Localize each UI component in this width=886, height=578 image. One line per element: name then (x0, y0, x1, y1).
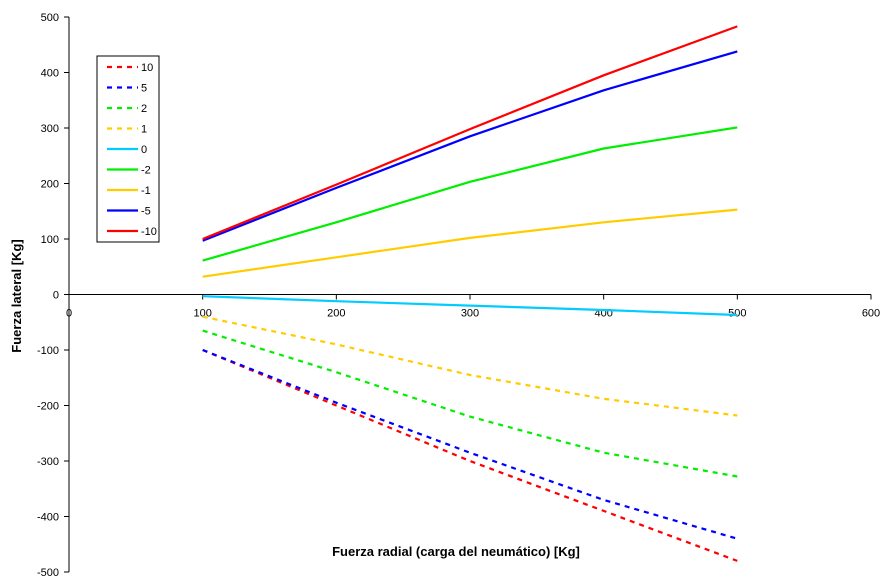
legend-label: -10 (141, 226, 157, 238)
legend-label: 1 (141, 124, 147, 136)
series-line--2 (202, 126, 738, 262)
series-line-0 (202, 295, 738, 317)
series-line-5 (202, 348, 738, 540)
series-line--1 (202, 208, 738, 278)
x-tick-label: 500 (728, 308, 746, 320)
y-tick-label: 500 (41, 12, 59, 24)
y-tick-label: -500 (37, 567, 59, 578)
x-axis-title: Fuerza radial (carga del neumático) [Kg] (332, 544, 580, 559)
y-axis-title: Fuerza lateral [Kg] (9, 239, 24, 352)
legend-label: 0 (141, 144, 147, 156)
y-tick-label: -200 (37, 401, 59, 413)
series-line--10 (202, 25, 738, 241)
x-tick-label: 300 (461, 308, 479, 320)
legend-label: 5 (141, 83, 147, 95)
y-tick-label: 100 (41, 234, 59, 246)
y-tick-label: 0 (53, 290, 59, 302)
legend-label: 10 (141, 62, 153, 74)
legend-label: 2 (141, 103, 147, 115)
x-tick-label: 600 (862, 308, 880, 320)
x-tick-label: 100 (193, 308, 211, 320)
series-line-2 (202, 329, 738, 478)
legend-label: -1 (141, 185, 151, 197)
series-line-10 (202, 348, 738, 562)
legend-label: -5 (141, 206, 151, 218)
series-layer (202, 25, 738, 562)
x-tick-label: 200 (327, 308, 345, 320)
y-tick-label: -300 (37, 456, 59, 468)
series-line--5 (202, 50, 738, 242)
y-tick-label: -100 (37, 345, 59, 357)
y-tick-label: -400 (37, 512, 59, 524)
x-tick-label: 0 (66, 308, 72, 320)
series-line-1 (202, 315, 738, 417)
y-tick-label: 200 (41, 179, 59, 191)
legend-label: -2 (141, 165, 151, 177)
y-tick-label: 400 (41, 68, 59, 80)
y-tick-label: 300 (41, 123, 59, 135)
